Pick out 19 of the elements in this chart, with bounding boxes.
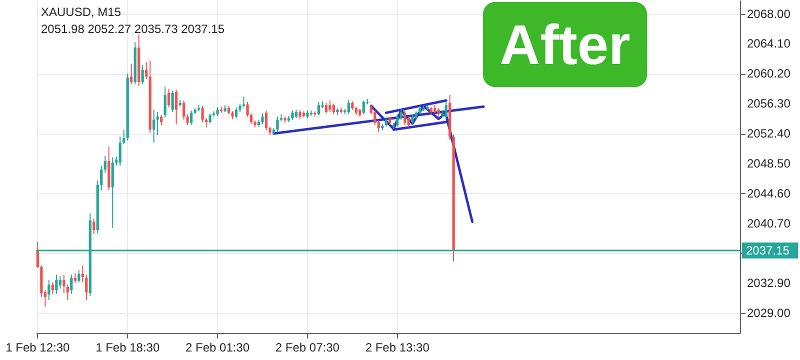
ref-line-label: 2037.15	[746, 244, 790, 258]
y-tick-label: 2048.50	[747, 156, 791, 170]
y-tick-label: 2052.40	[747, 126, 791, 141]
chart-title: XAUUSD, M15	[41, 5, 122, 19]
text: 2051.98 2052.27 2035.73 2037.15	[41, 22, 225, 36]
y-tick-label: 2040.70	[747, 216, 791, 230]
annotation: After	[500, 13, 630, 76]
x-tick-label: 1 Feb 12:30	[6, 340, 70, 354]
x-tick-label: 1 Feb 18:30	[96, 340, 160, 354]
y-tick-label: 2032.90	[747, 276, 791, 290]
y-tick-label: 2064.10	[747, 36, 791, 51]
x-tick-label: 2 Feb 13:30	[365, 340, 430, 354]
x-tick-label: 2 Feb 01:30	[185, 340, 250, 354]
x-tick-label: 2 Feb 07:30	[275, 340, 340, 354]
y-tick-label: 2068.00	[747, 6, 791, 21]
y-tick-label: 2056.30	[747, 96, 791, 111]
y-tick-label: 2029.00	[747, 306, 791, 320]
y-tick-label: 2060.20	[747, 66, 791, 81]
y-tick-label: 2044.60	[747, 186, 791, 200]
